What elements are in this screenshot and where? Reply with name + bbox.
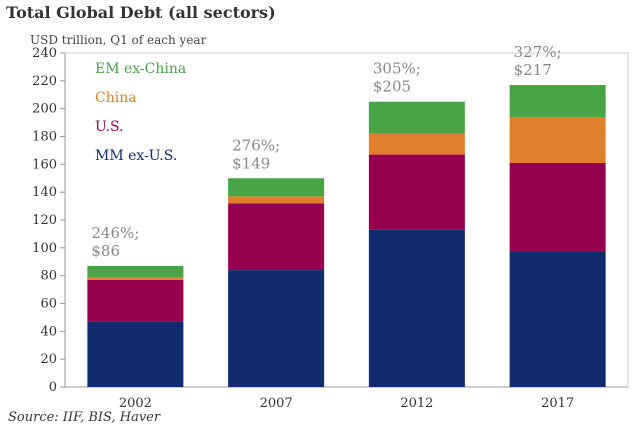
y-tick-label: 160 (32, 157, 57, 172)
bar-segment (509, 117, 606, 163)
y-tick-label: 180 (32, 130, 57, 145)
chart-subtitle: USD trillion, Q1 of each year (30, 33, 207, 47)
y-tick-label: 60 (40, 297, 57, 312)
bar-annotation-percent: 276%; (232, 136, 280, 154)
y-tick-label: 80 (40, 269, 57, 284)
x-tick-label: 2007 (260, 396, 293, 411)
bar-segment (509, 252, 606, 387)
bar-annotation-total: $217 (514, 61, 552, 79)
bar-segment (228, 270, 325, 387)
y-tick-label: 40 (40, 324, 57, 339)
bar-annotation-total: $149 (232, 154, 270, 172)
legend-item: EM ex-China (95, 61, 186, 77)
x-tick-label: 2017 (541, 396, 574, 411)
x-tick-label: 2012 (400, 396, 433, 411)
y-tick-label: 220 (32, 74, 57, 89)
bar-segment (509, 162, 606, 253)
y-tick-label: 140 (32, 185, 57, 200)
legend-item: China (95, 90, 137, 106)
bar-segment (228, 203, 325, 271)
y-tick-label: 0 (49, 380, 57, 395)
y-tick-label: 200 (32, 102, 57, 117)
bar-segment (87, 279, 184, 322)
bar-segment (368, 154, 465, 230)
y-tick-label: 120 (32, 213, 57, 228)
bar-segment (368, 133, 465, 155)
legend-item: U.S. (95, 119, 124, 135)
bar-segment (228, 178, 325, 197)
bar-segment (368, 101, 465, 134)
source-note: Source: IIF, BIS, Haver (8, 410, 161, 425)
y-tick-label: 100 (32, 241, 57, 256)
bar-segment (228, 196, 325, 204)
bar-segment (509, 85, 606, 118)
legend-item: MM ex-U.S. (95, 148, 177, 164)
bar-segment (368, 229, 465, 387)
bar-segment (87, 277, 184, 280)
y-tick-label: 20 (40, 352, 57, 367)
bar-annotation-percent: 327%; (514, 43, 562, 61)
bar-annotation-percent: 246%; (91, 224, 139, 242)
bar-annotation-percent: 305%; (373, 60, 421, 78)
bar-segment (87, 265, 184, 278)
bar-segment (87, 321, 184, 387)
bar-annotation-total: $86 (91, 242, 120, 260)
y-tick-label: 240 (32, 46, 57, 61)
chart-title: Total Global Debt (all sectors) (6, 3, 276, 22)
bar-annotation-total: $205 (373, 78, 411, 96)
x-tick-label: 2002 (119, 396, 152, 411)
